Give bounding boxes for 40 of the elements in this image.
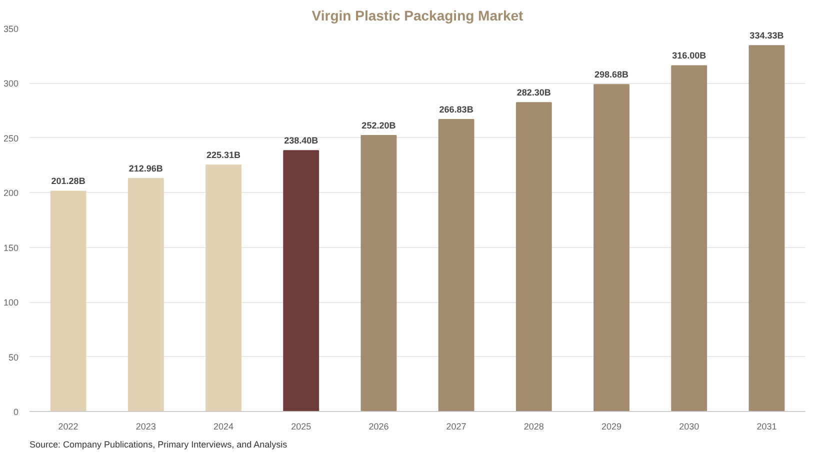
y-tick-label: 250 — [3, 133, 19, 144]
data-label: 266.83B — [439, 104, 474, 115]
bar — [671, 65, 708, 412]
data-label: 282.30B — [516, 88, 552, 98]
bar — [360, 135, 397, 412]
data-label: 225.31B — [206, 150, 242, 160]
source-note: Source: Company Publications, Primary Interviews, and Analysis — [30, 440, 288, 450]
data-label: 201.28B — [51, 176, 86, 186]
data-label: 238.40B — [284, 136, 319, 146]
y-tick-label: 50 — [8, 352, 19, 362]
y-tick-label: 100 — [3, 298, 19, 308]
x-tick-label: 2022 — [58, 422, 78, 432]
x-tick-label: 2024 — [213, 422, 234, 432]
x-tick-label: 2025 — [291, 422, 312, 432]
bar — [438, 119, 474, 412]
bar — [128, 178, 164, 412]
data-label: 252.20B — [362, 120, 396, 131]
data-label: 334.33B — [750, 30, 784, 41]
x-tick-label: 2031 — [756, 422, 777, 432]
x-tick-label: 2030 — [679, 422, 700, 432]
bar — [206, 164, 242, 412]
bar — [283, 150, 320, 412]
bar — [594, 84, 630, 412]
data-label: 212.96B — [128, 163, 164, 174]
x-tick-label: 2029 — [601, 422, 622, 432]
data-label: 316.00B — [672, 50, 707, 61]
x-tick-label: 2026 — [368, 422, 389, 432]
chart-title: Virgin Plastic Packaging Market — [312, 8, 524, 24]
y-tick-label: 150 — [3, 242, 19, 253]
bar — [516, 102, 552, 412]
y-tick-label: 350 — [3, 24, 19, 34]
y-tick-label: 0 — [13, 407, 19, 417]
bar — [748, 45, 785, 412]
x-tick-label: 2023 — [136, 422, 156, 432]
bar — [50, 190, 86, 412]
data-label: 298.68B — [594, 70, 630, 80]
x-tick-label: 2028 — [524, 422, 544, 432]
y-tick-label: 300 — [3, 78, 19, 89]
y-tick-label: 200 — [3, 188, 19, 198]
x-tick-label: 2027 — [446, 422, 466, 432]
